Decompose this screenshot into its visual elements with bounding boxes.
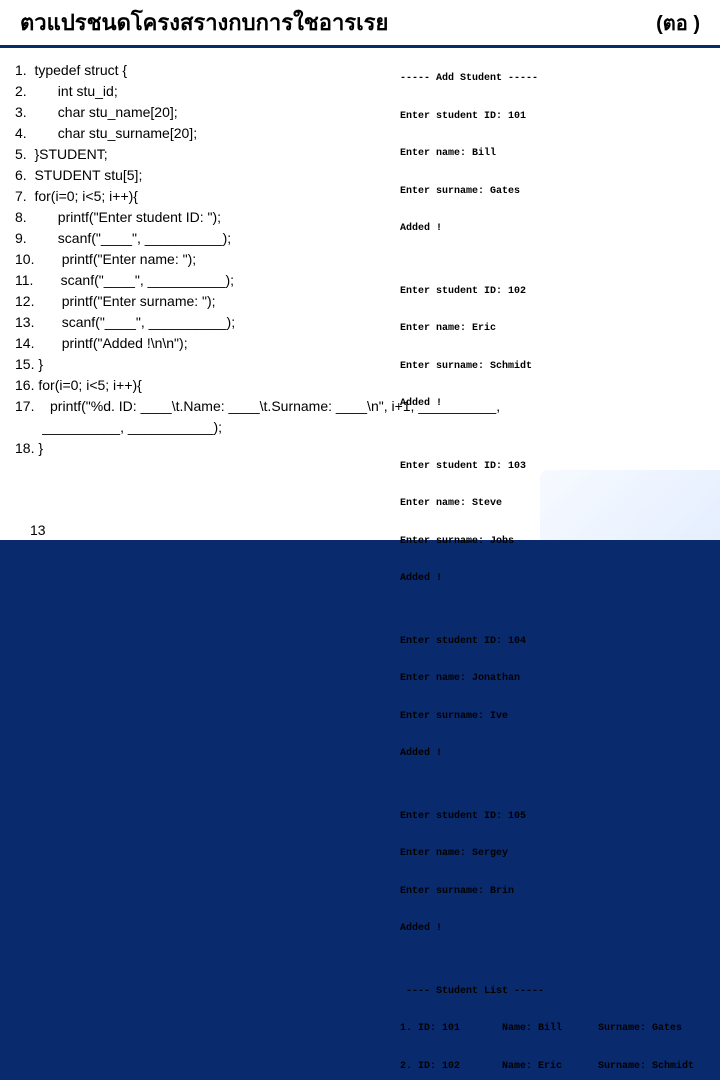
console-line: ---- Student List -----	[400, 986, 710, 999]
slide-page: ตวแปรชนดโครงสรางกบการใชอารเรย (ตอ ) 1. t…	[0, 0, 720, 540]
code-line: 9. scanf("____", __________);	[15, 228, 395, 249]
console-output: ----- Add Student ----- Enter student ID…	[400, 48, 710, 1080]
code-line: 13. scanf("____", __________);	[15, 312, 395, 333]
code-line: 8. printf("Enter student ID: ");	[15, 207, 395, 228]
code-line: 17. printf("%d. ID: ____\t.Name: ____\t.…	[15, 396, 395, 417]
code-line: 1. typedef struct {	[15, 60, 395, 81]
code-line: 2. int stu_id;	[15, 81, 395, 102]
console-line: Added !	[400, 923, 710, 936]
code-line: 12. printf("Enter surname: ");	[15, 291, 395, 312]
console-line: Added !	[400, 573, 710, 586]
console-line: Enter surname: Gates	[400, 186, 710, 199]
code-line: 16. for(i=0; i<5; i++){	[15, 375, 395, 396]
code-line: 3. char stu_name[20];	[15, 102, 395, 123]
console-line: 2. ID: 102 Name: Eric Surname: Schmidt	[400, 1061, 710, 1074]
console-line: ----- Add Student -----	[400, 73, 710, 86]
console-line: Enter surname: Ive	[400, 711, 710, 724]
code-line: 7. for(i=0; i<5; i++){	[15, 186, 395, 207]
code-line: 5. }STUDENT;	[15, 144, 395, 165]
console-line: Added !	[400, 223, 710, 236]
console-line: Enter name: Bill	[400, 148, 710, 161]
keyboard-decoration	[540, 470, 720, 540]
slide-title: ตวแปรชนดโครงสรางกบการใชอารเรย	[20, 5, 388, 40]
code-line: 6. STUDENT stu[5];	[15, 165, 395, 186]
code-line: 10. printf("Enter name: ");	[15, 249, 395, 270]
code-line: 15. }	[15, 354, 395, 375]
console-line: Enter student ID: 101	[400, 111, 710, 124]
console-line: Added !	[400, 398, 710, 411]
code-line: 11. scanf("____", __________);	[15, 270, 395, 291]
code-line: 18. }	[15, 438, 395, 459]
console-line: Enter name: Sergey	[400, 848, 710, 861]
title-bar: ตวแปรชนดโครงสรางกบการใชอารเรย (ตอ )	[0, 0, 720, 48]
page-number: 13	[30, 522, 46, 538]
console-line: Enter student ID: 102	[400, 286, 710, 299]
code-line: 4. char stu_surname[20];	[15, 123, 395, 144]
console-line: Enter surname: Schmidt	[400, 361, 710, 374]
slide-subtitle: (ตอ )	[656, 7, 700, 39]
console-line: Enter student ID: 104	[400, 636, 710, 649]
console-line: Enter surname: Brin	[400, 886, 710, 899]
console-line: Enter name: Jonathan	[400, 673, 710, 686]
console-line: Added !	[400, 748, 710, 761]
code-line: __________, ___________);	[15, 417, 395, 438]
console-line: 1. ID: 101 Name: Bill Surname: Gates	[400, 1023, 710, 1036]
console-line: Enter student ID: 105	[400, 811, 710, 824]
console-line: Enter name: Eric	[400, 323, 710, 336]
code-listing: 1. typedef struct { 2. int stu_id; 3. ch…	[15, 60, 395, 459]
code-line: 14. printf("Added !\n\n");	[15, 333, 395, 354]
content-area: 1. typedef struct { 2. int stu_id; 3. ch…	[0, 48, 720, 540]
